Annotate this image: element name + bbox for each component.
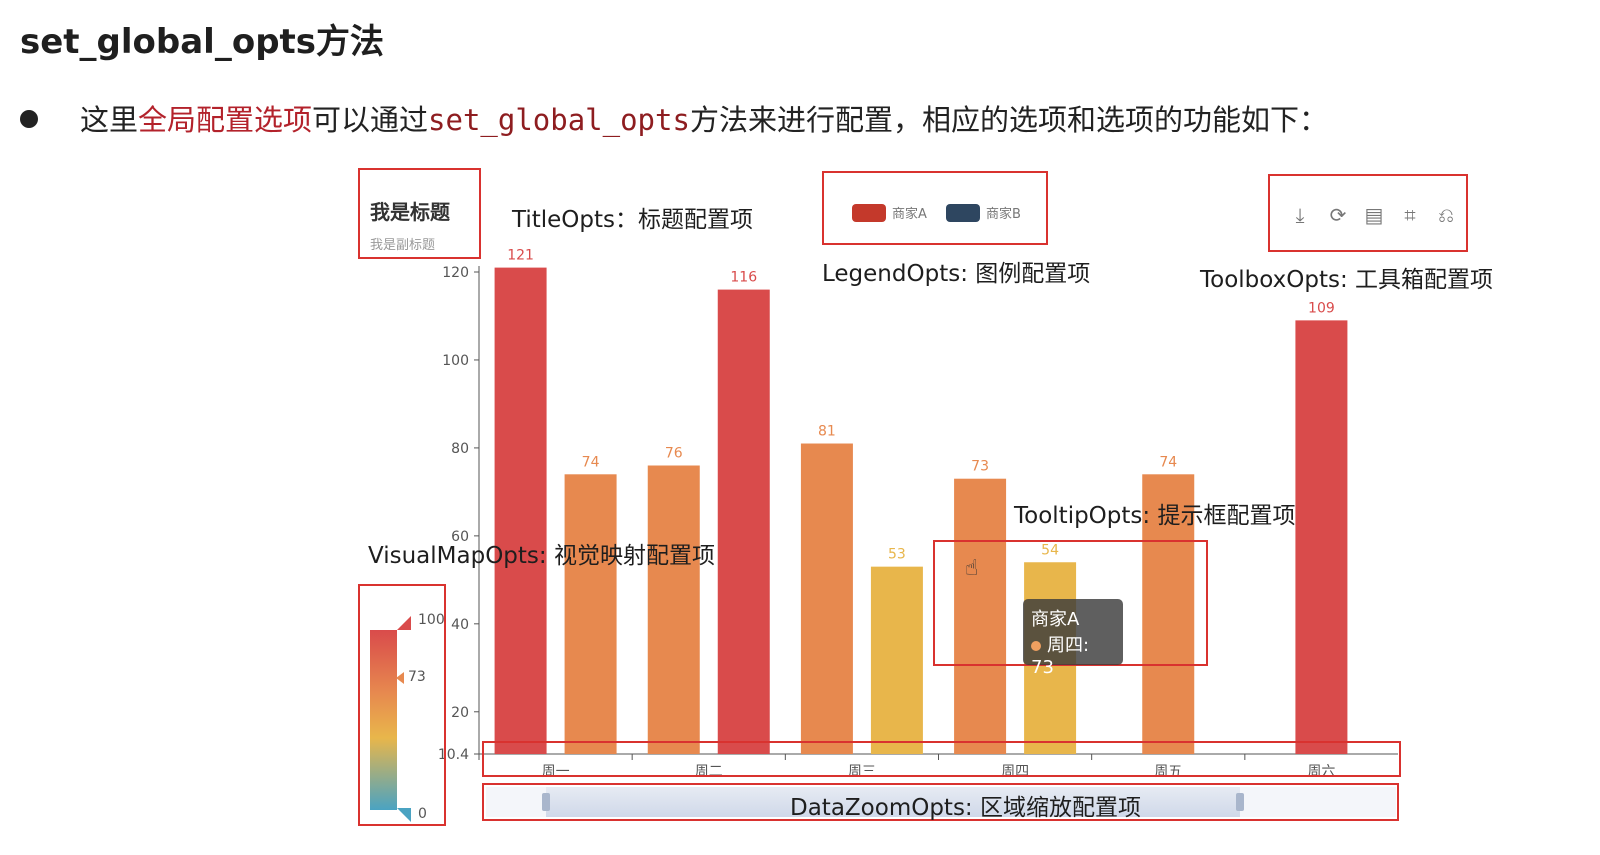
legend-label-b: 商家B [986,207,1021,222]
bar-value-label: 74 [1159,454,1177,470]
bullet-code: set_global_opts [428,103,690,137]
download-icon[interactable]: ⤓ [1295,203,1305,227]
tooltip-box [933,540,1208,666]
y-tick-label: 40 [451,617,469,633]
legend-label-a: 商家A [892,207,927,222]
y-tick-label: 100 [442,353,469,369]
caption-legend-opts: LegendOpts: 图例配置项 [822,261,1091,287]
bar-value-label: 53 [888,547,906,563]
bar [1142,474,1195,754]
legend-swatch-b [946,203,980,222]
pointer-cursor-icon: ☝ [965,556,979,581]
chart-subtitle: 我是副标题 [370,238,436,253]
toolbox-box: ⤓ ⟳ ▤ ⌗ ⎌ [1268,174,1468,252]
bar [717,289,770,754]
title-box: 我是标题 我是副标题 [358,168,481,259]
bar [800,443,853,754]
bar-value-label: 76 [665,446,683,462]
visualmap-box [358,584,446,826]
caption-toolbox-opts: ToolboxOpts: 工具箱配置项 [1200,267,1494,293]
y-tick-label: 60 [451,529,469,545]
bar-value-label: 116 [730,270,757,286]
bar-value-label: 73 [971,459,989,475]
visualmap-indicator [396,672,404,684]
bar [870,566,923,754]
bullet-paragraph: 这里全局配置选项可以通过set_global_opts方法来进行配置，相应的选项… [20,98,1328,142]
bullet-dot-icon [20,110,38,128]
bar [564,474,617,754]
bar-value-label: 54 [1041,542,1059,558]
page-heading: set_global_opts方法 [20,22,385,62]
zoom-reset-icon[interactable]: ⎌ [1438,203,1454,227]
tooltip-line: 周四: 73 [1031,631,1115,678]
bar [1295,320,1348,754]
datazoom-box [482,783,1399,821]
caption-title-opts: TitleOpts：标题配置项 [512,207,753,233]
legend-item-a[interactable]: 商家A [852,203,927,222]
datazoom-left-handle[interactable] [542,793,550,811]
y-tick-label: 80 [451,441,469,457]
visualmap-top-handle[interactable] [397,616,411,630]
caption-datazoom-opts: DataZoomOpts: 区域缩放配置项 [790,795,1141,821]
visualmap-current-label: 73 [408,669,426,685]
refresh-icon[interactable]: ⟳ [1329,203,1347,227]
legend-item-b[interactable]: 商家B [946,203,1021,222]
bar-value-label: 109 [1308,300,1335,316]
visualmap-max-label: 100 [418,612,445,628]
datazoom-right-handle[interactable] [1236,793,1244,811]
chart-title: 我是标题 [370,200,450,224]
bar-value-label: 121 [507,248,534,264]
bar-value-label: 74 [582,454,600,470]
tooltip-value: 周四: 73 [1031,635,1090,678]
bullet-highlight: 全局配置选项 [138,103,313,137]
datazoom-selection[interactable] [546,787,1240,817]
y-tick-label: 120 [442,265,469,281]
visualmap-min-label: 0 [418,806,427,822]
caption-tooltip-opts: TooltipOpts: 提示框配置项 [1014,503,1296,529]
visualmap-bottom-handle[interactable] [397,808,411,822]
data-view-icon[interactable]: ▤ [1364,203,1384,227]
bar [494,267,547,754]
zoom-icon[interactable]: ⌗ [1404,203,1416,227]
bullet-text-1: 这里 [80,103,139,137]
bar [954,478,1007,754]
y-tick-label: 20 [451,705,469,721]
bar [647,465,700,754]
tooltip-dot-icon [1031,641,1041,651]
bullet-text-2: 可以通过 [312,103,429,137]
bullet-text-3: 方法来进行配置，相应的选项和选项的功能如下： [689,103,1328,137]
legend-box: 商家A 商家B [822,171,1048,245]
tooltip-series: 商家A [1031,609,1080,630]
caption-visualmap-opts: VisualMapOpts: 视觉映射配置项 [368,543,715,569]
tooltip-popup: 商家A 周四: 73 [1023,599,1123,678]
visualmap-gradient[interactable] [370,630,397,810]
bar-value-label: 81 [818,424,836,440]
xaxis-box [482,741,1401,777]
legend-swatch-a [852,203,886,222]
